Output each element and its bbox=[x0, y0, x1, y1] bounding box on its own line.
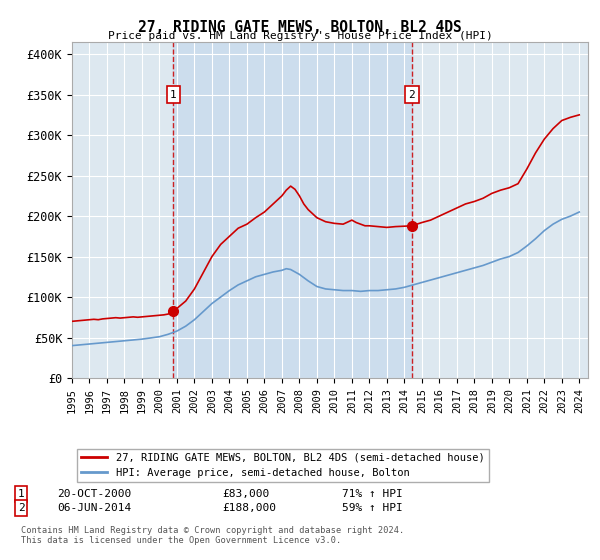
Text: 2: 2 bbox=[409, 90, 415, 100]
Text: £83,000: £83,000 bbox=[222, 489, 269, 499]
Text: 71% ↑ HPI: 71% ↑ HPI bbox=[342, 489, 403, 499]
Text: 2: 2 bbox=[17, 503, 25, 513]
Text: This data is licensed under the Open Government Licence v3.0.: This data is licensed under the Open Gov… bbox=[21, 536, 341, 545]
Text: £188,000: £188,000 bbox=[222, 503, 276, 513]
Text: Contains HM Land Registry data © Crown copyright and database right 2024.: Contains HM Land Registry data © Crown c… bbox=[21, 526, 404, 535]
Text: 1: 1 bbox=[17, 489, 25, 499]
Text: Price paid vs. HM Land Registry's House Price Index (HPI): Price paid vs. HM Land Registry's House … bbox=[107, 31, 493, 41]
Text: 59% ↑ HPI: 59% ↑ HPI bbox=[342, 503, 403, 513]
Text: 20-OCT-2000: 20-OCT-2000 bbox=[57, 489, 131, 499]
Legend: 27, RIDING GATE MEWS, BOLTON, BL2 4DS (semi-detached house), HPI: Average price,: 27, RIDING GATE MEWS, BOLTON, BL2 4DS (s… bbox=[77, 449, 488, 482]
Text: 1: 1 bbox=[170, 90, 177, 100]
Bar bbox=[173, 42, 412, 378]
Text: 06-JUN-2014: 06-JUN-2014 bbox=[57, 503, 131, 513]
Text: 27, RIDING GATE MEWS, BOLTON, BL2 4DS: 27, RIDING GATE MEWS, BOLTON, BL2 4DS bbox=[138, 20, 462, 35]
